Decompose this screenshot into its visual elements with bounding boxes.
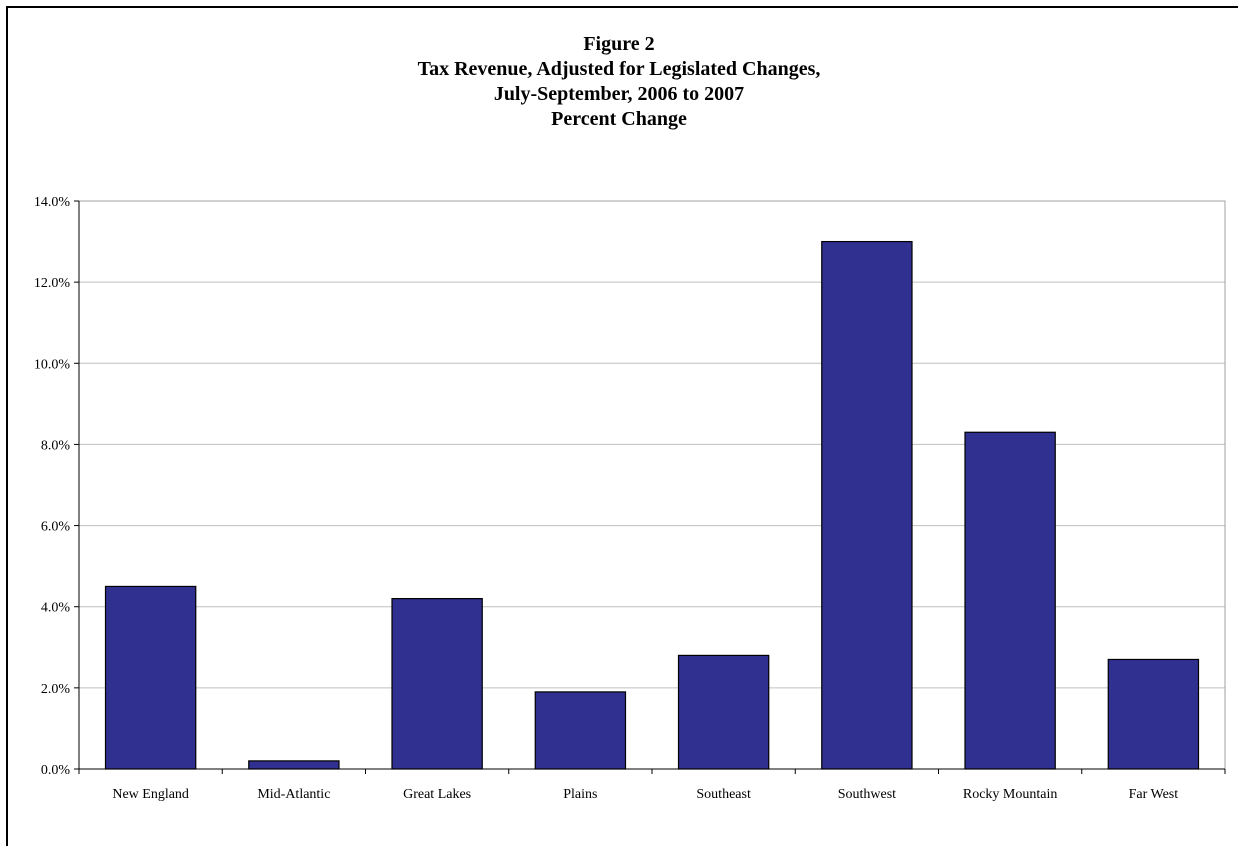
axes [74,200,1226,774]
x-category-label: Southwest [838,787,896,802]
y-tick-label: 2.0% [41,682,71,697]
bar-rocky-mountain [964,431,1056,770]
chart-title: Figure 2 Tax Revenue, Adjusted for Legis… [0,32,1238,132]
y-tick-label: 8.0% [41,438,71,453]
x-category-label: Rocky Mountain [963,787,1058,802]
x-category-label: Southeast [696,787,751,802]
y-tick-labels: 0.0% 2.0% 4.0% 6.0% 8.0% 10.0% 12.0% 14.0% [34,195,71,778]
x-category-label: Great Lakes [403,787,471,802]
title-line-4: Percent Change [551,108,687,130]
bar-mid-atlantic [248,760,340,770]
x-category-labels: New England Mid-Atlantic Great Lakes Plains… [112,787,1178,802]
x-category-label: New England [112,787,189,802]
bars [104,240,1200,770]
bar-new-england [104,585,197,770]
x-category-label: Far West [1129,787,1179,802]
y-tick-label: 0.0% [41,763,71,778]
y-tick-label: 12.0% [34,276,71,291]
x-category-label: Plains [563,787,597,802]
x-category-label: Mid-Atlantic [257,787,330,802]
y-tick-label: 6.0% [41,520,71,535]
y-tick-label: 10.0% [34,357,71,372]
bar-plains [534,691,627,770]
bar-southwest [821,240,913,770]
chart-frame [6,6,1238,846]
title-line-2: Tax Revenue, Adjusted for Legislated Cha… [417,58,821,80]
title-line-3: July-September, 2006 to 2007 [493,83,745,105]
bar-great-lakes [391,597,483,770]
y-tick-label: 4.0% [41,601,71,616]
y-tick-label: 14.0% [34,195,71,210]
title-line-1: Figure 2 [583,33,655,55]
bar-far-west [1107,658,1200,770]
bar-southeast [677,654,770,770]
